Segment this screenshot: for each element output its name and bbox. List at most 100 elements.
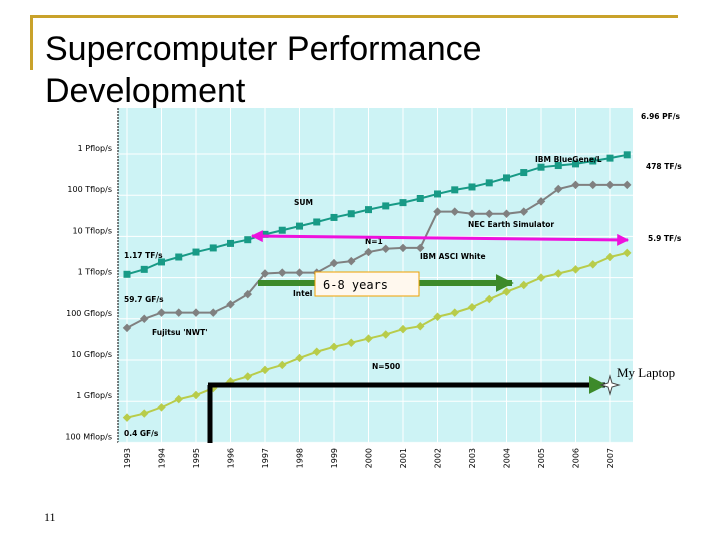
title-accent-horizontal-line	[30, 15, 678, 18]
series-point-sum-1	[140, 265, 148, 273]
series-point-sum-16	[399, 199, 407, 207]
series-point-n500-4	[191, 390, 201, 400]
x-tick-label-1996: 1996	[227, 448, 236, 468]
annotation-asci: IBM ASCI White	[420, 252, 486, 261]
series-point-sum-15	[382, 202, 390, 210]
series-point-sum-2	[158, 258, 165, 266]
series-point-n500-25	[554, 269, 563, 278]
y-tick-label-2: 10 Gflop/s	[71, 350, 112, 359]
x-tick-label-2002: 2002	[434, 448, 443, 468]
annotation-n500-start: 0.4 GF/s	[124, 429, 159, 438]
x-tick-label-1998: 1998	[296, 448, 305, 468]
annotation-intel: Intel	[293, 289, 312, 298]
series-point-n1-5	[209, 308, 218, 317]
series-point-sum-0	[123, 270, 131, 278]
annotation-lbl-n500: N=500	[372, 362, 400, 371]
series-point-sum-24	[537, 163, 545, 171]
series-point-n500-16	[398, 324, 408, 334]
series-point-sum-7	[244, 236, 252, 244]
series-point-n1-2	[157, 308, 166, 317]
series-point-n500-14	[364, 334, 373, 343]
series-point-n500-15	[381, 330, 390, 339]
series-point-n1-14	[364, 247, 373, 257]
series-point-sum-26	[572, 160, 579, 168]
series-point-n500-9	[278, 360, 287, 370]
x-tick-label-2005: 2005	[537, 448, 546, 468]
series-point-n500-11	[312, 347, 321, 357]
series-point-sum-5	[209, 244, 217, 252]
series-point-n1-9	[278, 268, 287, 277]
series-point-sum-22	[503, 174, 510, 182]
series-point-sum-21	[485, 179, 493, 187]
annotation-n1-start: 59.7 GF/s	[124, 295, 164, 304]
slide-title-line-1: Supercomputer Performance	[45, 30, 482, 68]
y-tick-label-7: 1 Pflop/s	[78, 144, 112, 153]
series-point-n1-18	[433, 207, 442, 216]
annotation-fujitsu: Fujitsu 'NWT'	[152, 328, 208, 337]
series-point-sum-29	[623, 151, 631, 159]
series-point-n500-21	[485, 294, 494, 304]
series-point-n500-1	[140, 409, 149, 418]
series-point-sum-3	[175, 253, 183, 261]
x-tick-label-1999: 1999	[330, 448, 339, 468]
annotation-lbl-sum: SUM	[294, 198, 313, 207]
series-point-n1-22	[502, 209, 511, 218]
arrows-layer: 6-8 years My Laptop	[207, 230, 675, 443]
laptop-label: My Laptop	[617, 365, 675, 380]
series-point-sum-13	[347, 210, 355, 218]
series-point-n1-7	[243, 289, 252, 299]
annotations-layer: 6.96 PF/s 478 TF/s 5.9 TF/s 1.17 TF/s 59.7 G…	[124, 112, 682, 438]
x-tick-label-2006: 2006	[572, 448, 581, 468]
slide-title-line-2: Development	[45, 72, 246, 110]
x-tick-label-1995: 1995	[192, 448, 201, 468]
y-tick-label-1: 1 Gflop/s	[76, 391, 112, 400]
series-point-sum-19	[451, 186, 459, 194]
series-point-n500-3	[174, 394, 183, 404]
y-tick-label-0: 100 Mflop/s	[65, 432, 112, 441]
series-point-n500-2	[157, 403, 166, 412]
series-point-n1-13	[347, 256, 356, 266]
series-point-sum-11	[313, 218, 321, 226]
magenta-double-arrow	[250, 230, 630, 246]
series-point-n500-27	[588, 260, 597, 269]
annotation-peak-n1: 478 TF/s	[646, 162, 682, 171]
series-point-sum-6	[227, 239, 234, 247]
series-point-n500-26	[571, 265, 580, 274]
x-tick-label-2000: 2000	[365, 448, 374, 468]
series-point-n1-6	[226, 300, 235, 309]
series-point-sum-25	[554, 162, 562, 170]
series-point-n500-13	[347, 338, 356, 347]
series-point-n1-4	[191, 308, 201, 317]
series-point-n500-8	[260, 365, 270, 375]
series-point-n1-3	[174, 308, 183, 317]
gap-label-text: 6-8 years	[323, 278, 388, 292]
series-point-sum-14	[365, 206, 372, 214]
annotation-earth: NEC Earth Simulator	[468, 220, 554, 229]
series-point-sum-4	[192, 248, 200, 256]
y-tick-label-3: 100 Gflop/s	[66, 309, 112, 318]
y-tick-label-6: 100 Tflop/s	[67, 185, 112, 194]
series-point-sum-20	[468, 183, 476, 191]
series-point-sum-10	[296, 222, 303, 230]
series-point-sum-12	[330, 213, 338, 221]
series-point-sum-28	[606, 154, 614, 162]
series-point-n500-12	[329, 342, 339, 352]
series-point-n1-19	[450, 207, 459, 216]
annotation-peak-n500: 5.9 TF/s	[648, 234, 682, 243]
series-point-n500-19	[450, 308, 459, 317]
x-tick-label-2001: 2001	[399, 448, 408, 468]
series-point-n1-8	[260, 269, 270, 278]
series-point-n1-10	[295, 268, 304, 277]
slide-number: 11	[44, 510, 56, 524]
series-point-sum-27	[589, 157, 597, 165]
annotation-bluegene: IBM BlueGene/L	[535, 155, 602, 164]
y-tick-label-5: 10 Tflop/s	[73, 226, 112, 235]
series-point-n1-12	[329, 258, 339, 268]
gap-label-box	[314, 271, 420, 297]
x-tick-label-1994: 1994	[158, 448, 167, 468]
series-point-n500-24	[536, 273, 546, 282]
series-point-n1-15	[381, 244, 390, 254]
series-point-sum-23	[520, 169, 528, 177]
y-axis-tick-labels: 100 Mflop/s 1 Gflop/s 10 Gflop/s 100 Gflop/…	[65, 144, 112, 441]
series-point-n500-20	[467, 303, 477, 312]
